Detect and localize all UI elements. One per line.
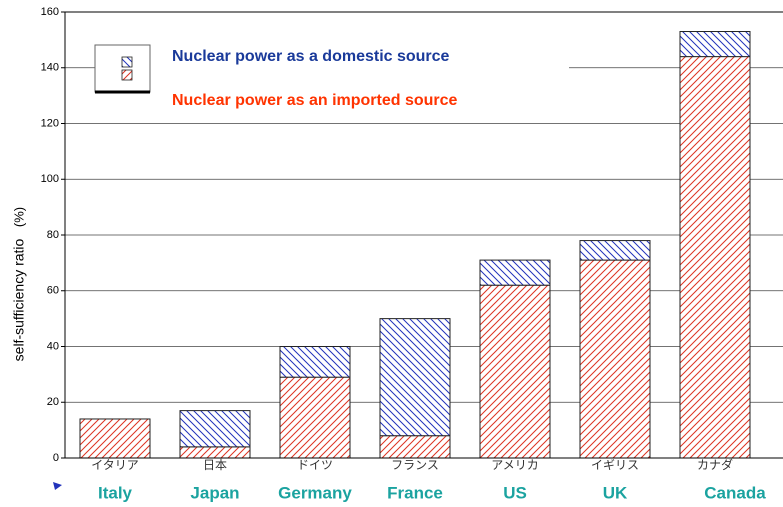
x-tick-label-local: ドイツ <box>297 458 333 472</box>
bars <box>79 31 751 459</box>
x-tick-label: France <box>387 483 443 502</box>
x-tick-label: UK <box>603 483 628 502</box>
legend-box <box>94 44 151 93</box>
y-axis-label: self-sufficiency ratio <box>11 238 27 361</box>
bar-segment <box>279 346 351 378</box>
legend-label: Nuclear power as a domestic source <box>172 48 450 65</box>
legend-swatch <box>121 56 133 68</box>
y-tick-label: 140 <box>41 62 59 74</box>
y-tick-label: 0 <box>53 452 59 464</box>
x-tick-label-local: アメリカ <box>491 458 538 472</box>
legend-label: Nuclear power as an imported source <box>172 92 458 109</box>
legend-swatch <box>121 69 133 81</box>
bar-segment <box>79 418 151 459</box>
bar-segment <box>579 259 651 459</box>
y-axis-unit: (%) <box>11 207 26 227</box>
bar-segment <box>279 376 351 459</box>
x-tick-label: Japan <box>190 483 239 502</box>
x-tick-label: US <box>503 483 527 502</box>
y-tick-label: 120 <box>41 117 59 129</box>
bar-segment <box>379 435 451 459</box>
x-tick-label-local: カナダ <box>697 457 733 472</box>
x-tick-label-local: イギリス <box>591 458 639 472</box>
bar-segment <box>179 446 251 459</box>
decoration <box>53 482 62 490</box>
x-tick-label: Germany <box>278 483 352 502</box>
legend-background <box>145 36 569 120</box>
bar-segment <box>479 259 551 286</box>
x-tick-label-local: イタリア <box>91 458 139 472</box>
x-tick-label-local: フランス <box>391 458 439 472</box>
x-tick-label: Italy <box>98 483 133 502</box>
y-tick-label: 60 <box>47 285 59 297</box>
bar-segment <box>579 240 651 261</box>
y-tick-label: 40 <box>47 340 59 352</box>
bar-segment <box>679 31 751 58</box>
y-tick-label: 80 <box>47 229 59 241</box>
x-tick-label: Canada <box>704 483 766 502</box>
bar-segment <box>679 56 751 459</box>
bar-segment <box>179 410 251 448</box>
bar-segment <box>379 318 451 437</box>
bar-segment <box>479 284 551 459</box>
y-tick-label: 160 <box>41 6 59 18</box>
y-tick-label: 100 <box>41 173 59 185</box>
y-tick-label: 20 <box>47 396 59 408</box>
x-tick-label-local: 日本 <box>203 458 227 472</box>
